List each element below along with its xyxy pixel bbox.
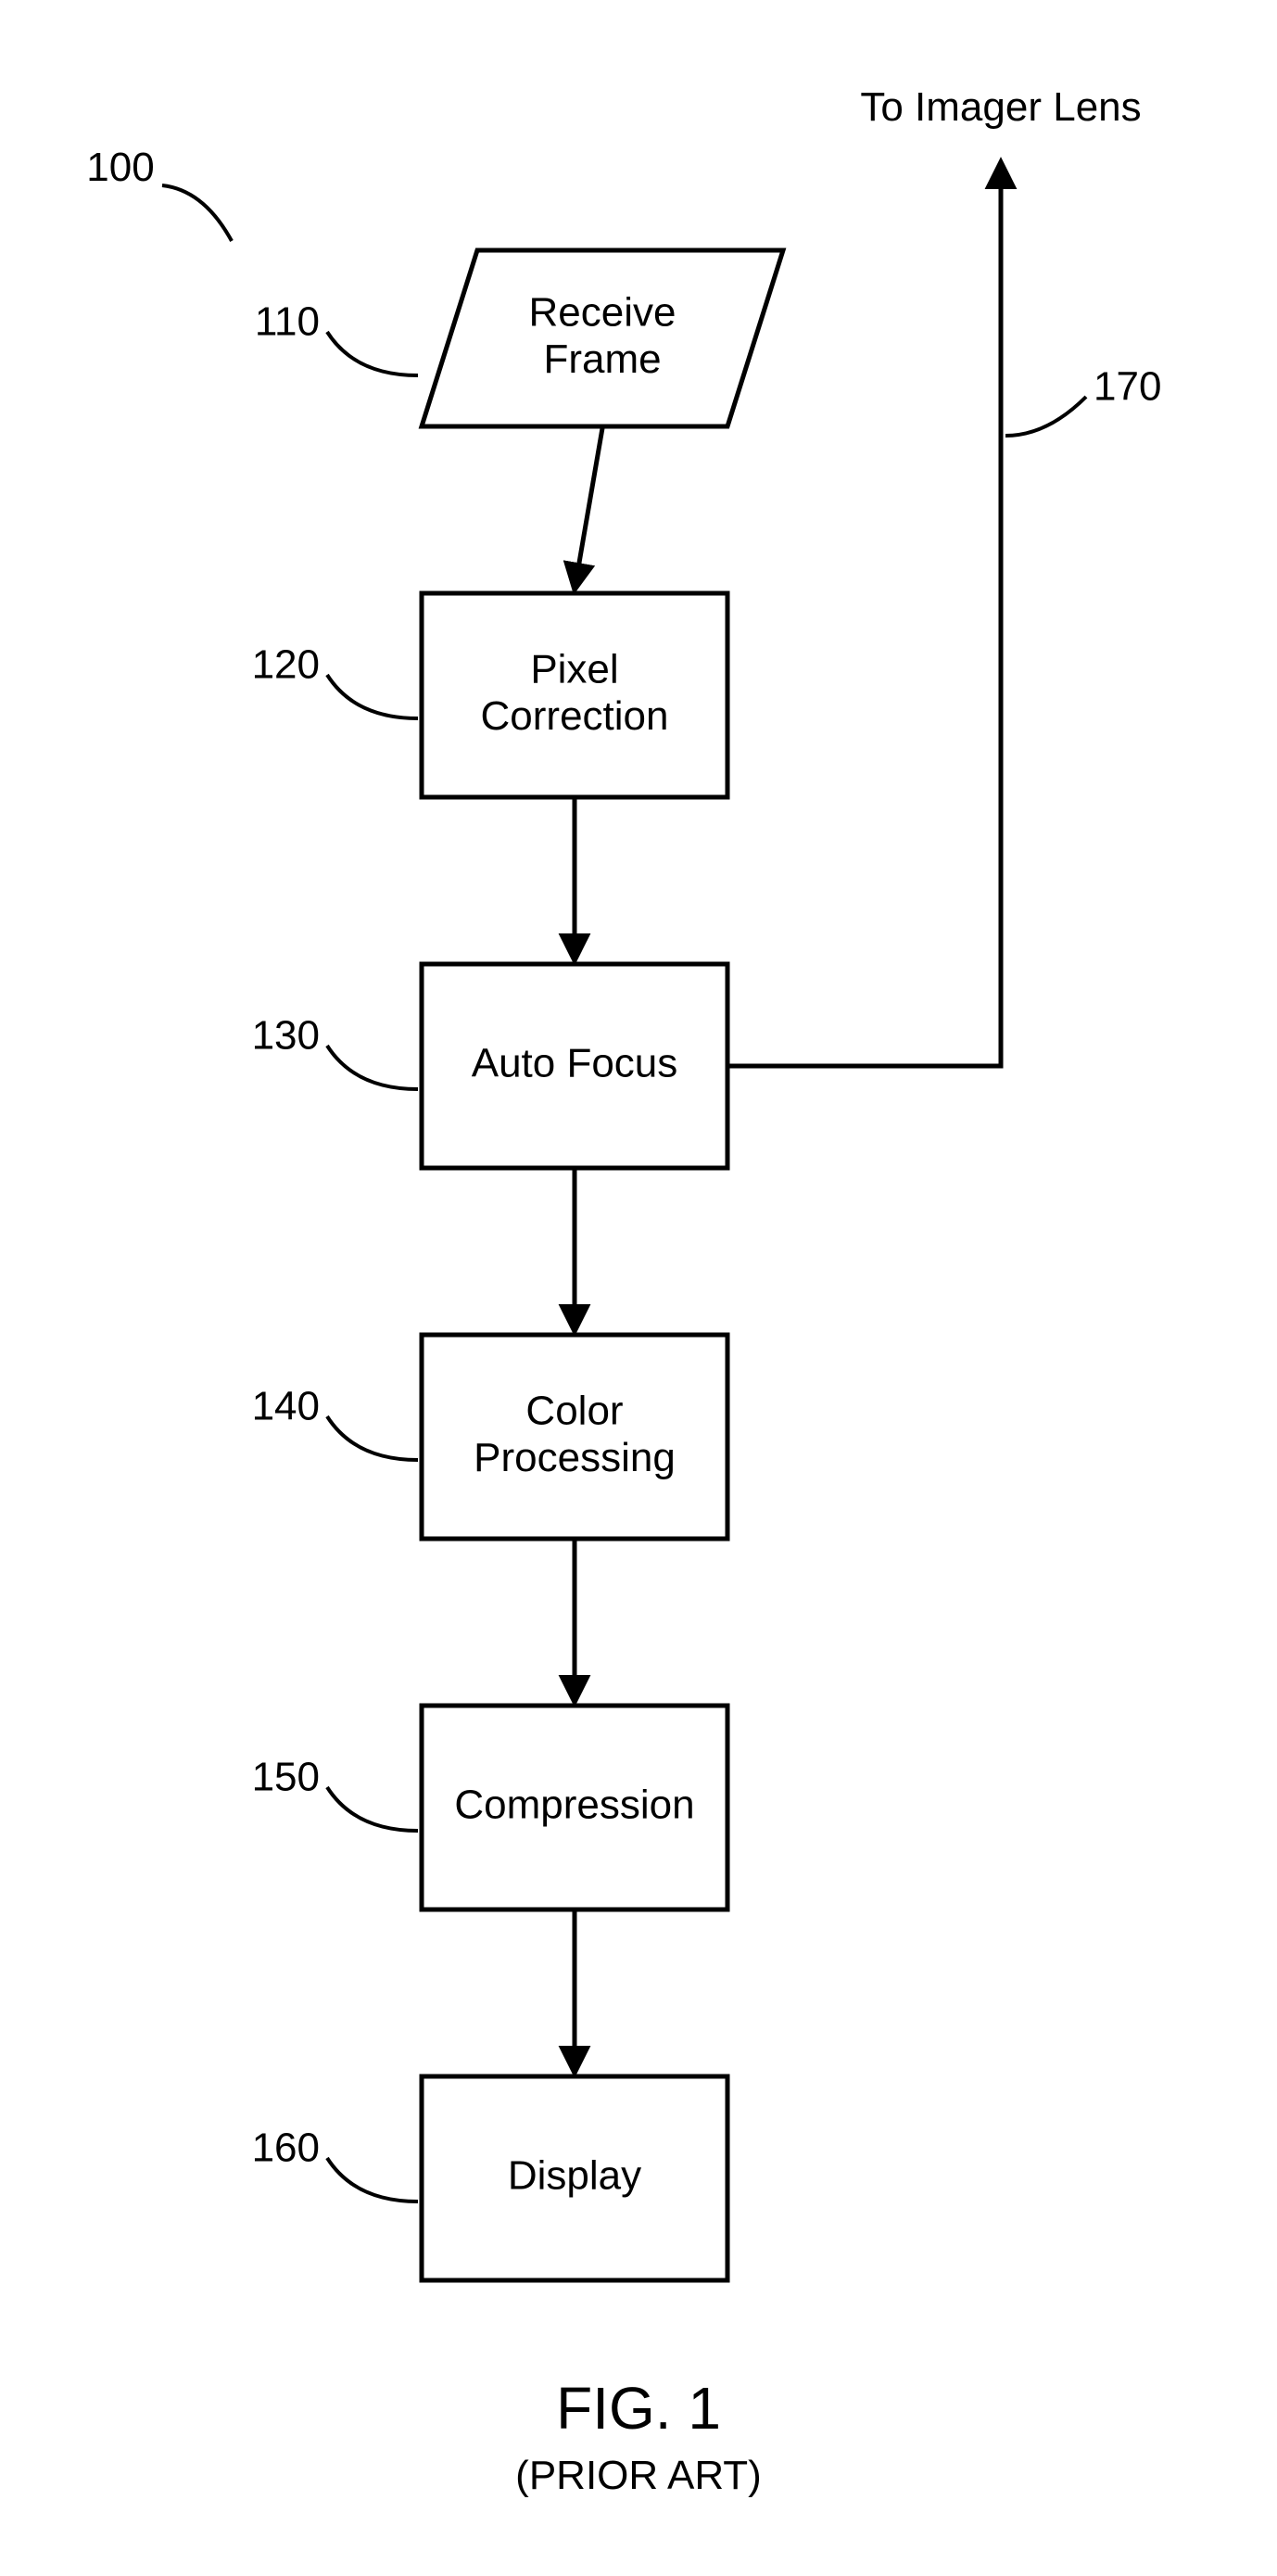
box-color: ColorProcessing 140 [252,1335,727,1539]
box-autofocus: Auto Focus 130 [252,964,727,1168]
box-compress: Compression 150 [252,1706,727,1910]
caption-line2: (PRIOR ART) [515,2453,762,2498]
top-label: To Imager Lens [860,84,1141,130]
box-color-text: Color [525,1388,623,1433]
leader-feedback [1005,397,1086,436]
box-receive-text: Receive [529,289,676,335]
leader-receive [327,332,418,375]
box-pixel: PixelCorrection 120 [252,593,727,797]
leader-figure-number [162,185,232,241]
label-autofocus: 130 [252,1013,320,1059]
box-compress-text: Compression [454,1783,694,1828]
box-pixel-text: Pixel [530,646,618,692]
caption-line1: FIG. 1 [556,2375,721,2442]
leader-display [327,2158,418,2202]
box-receive: ReceiveFrame 110 [255,250,783,426]
box-display-text: Display [508,2153,641,2199]
label-compress: 150 [252,1755,320,1800]
label-receive: 110 [255,299,320,345]
figure-number: 100 [86,145,154,190]
label-display: 160 [252,2126,320,2171]
box-receive-text: Frame [543,336,661,382]
box-pixel-text: Correction [481,693,669,739]
leader-compress [327,1787,418,1831]
leader-pixel [327,675,418,718]
flowchart: ReceiveFrame 110 PixelCorrection 120 Auto Fo… [0,0,1277,2576]
leader-color [327,1416,418,1460]
label-color: 140 [252,1384,320,1429]
label-pixel: 120 [252,642,320,688]
box-autofocus-text: Auto Focus [472,1041,678,1086]
leader-autofocus [327,1046,418,1089]
box-color-text: Processing [474,1435,676,1480]
arrow-receive-pixel [575,428,602,590]
label-feedback: 170 [1094,364,1161,410]
box-display: Display 160 [252,2076,727,2280]
